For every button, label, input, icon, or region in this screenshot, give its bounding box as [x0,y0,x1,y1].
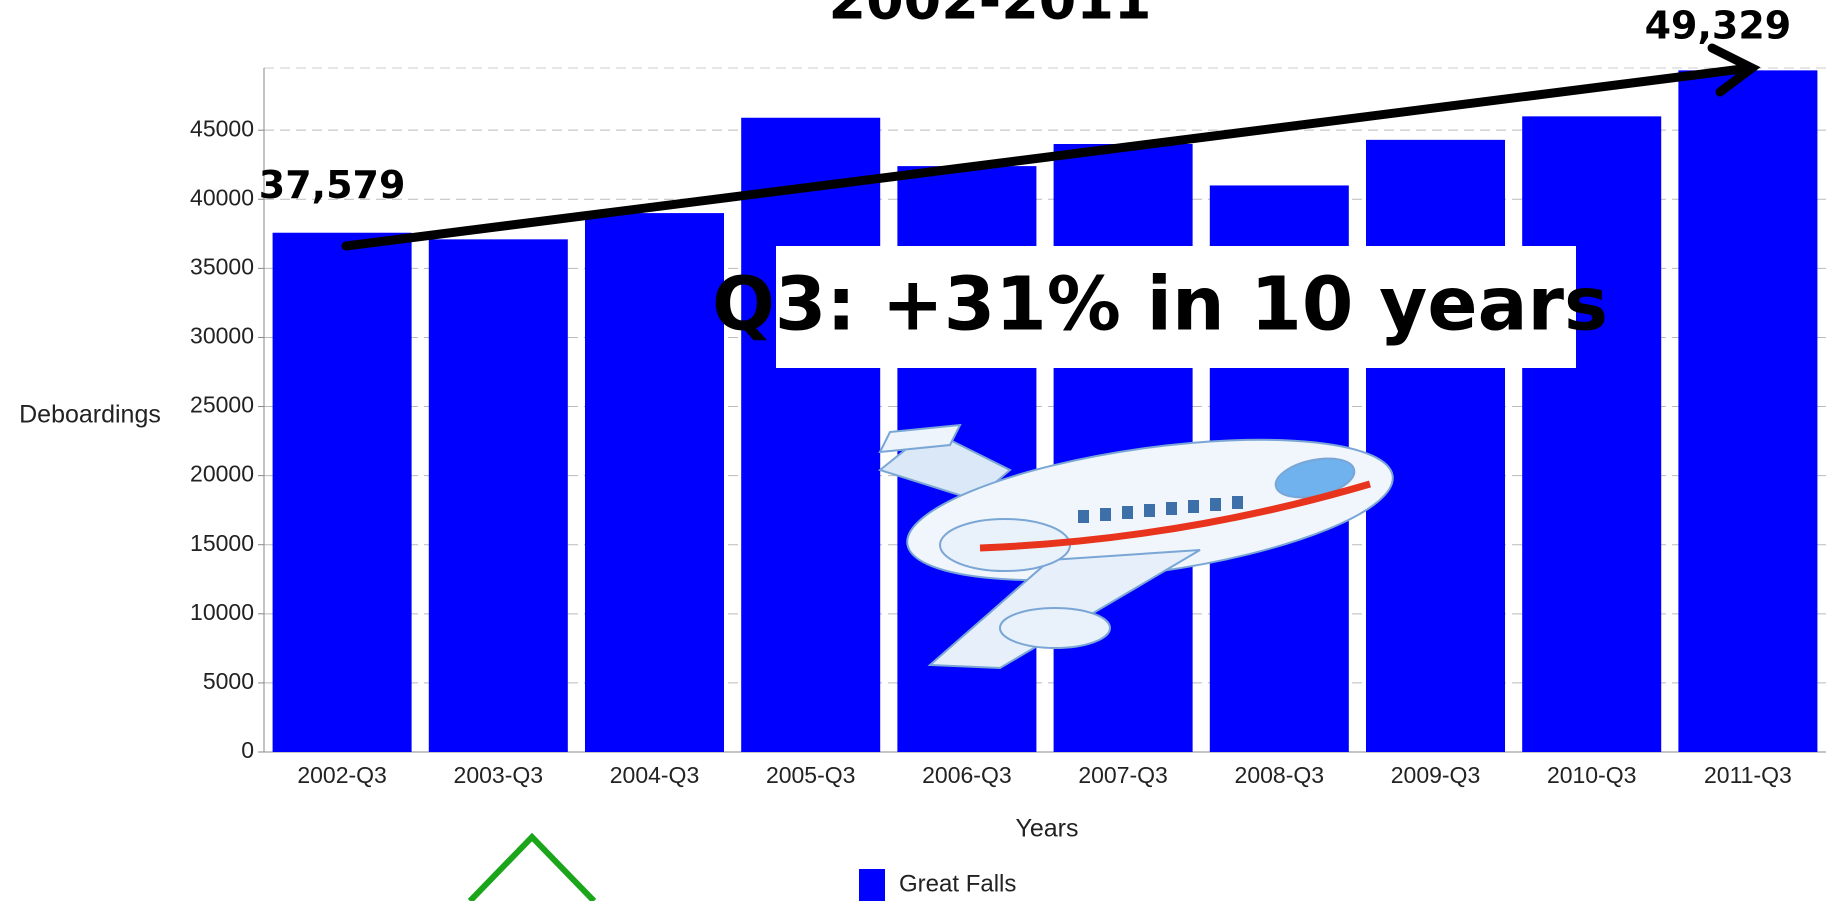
y-tick-label: 20000 [190,461,254,487]
y-tick-label: 10000 [190,599,254,625]
y-tick-label: 15000 [190,530,254,556]
x-tick-label: 2006-Q3 [922,762,1012,788]
x-tick-label: 2003-Q3 [454,762,544,788]
y-tick-label: 45000 [190,115,254,141]
y-tick-label: 5000 [203,668,254,694]
data-label: 49,329 [1645,4,1792,48]
x-tick-label: 2004-Q3 [610,762,700,788]
bar [1678,70,1818,752]
bar [584,213,725,752]
airplane-icon [877,423,1394,670]
triangle-icon [467,832,597,901]
chart-title: 2002-2011 [829,0,1152,32]
legend-swatch [859,869,885,901]
annotation-box [776,246,1576,368]
legend-label: Great Falls [899,870,1016,897]
x-tick-label: 2005-Q3 [766,762,856,788]
x-tick-label: 2002-Q3 [297,762,387,788]
bar [1365,139,1506,752]
x-tick-label: 2010-Q3 [1547,762,1637,788]
x-tick-label: 2007-Q3 [1078,762,1168,788]
y-tick-label: 35000 [190,253,254,279]
trend-arrow [341,43,1761,251]
y-tick-label: 25000 [190,392,254,418]
x-axis-label: Years [1015,815,1078,843]
bar [272,232,412,752]
y-tick-label: 30000 [190,323,254,349]
y-tick-label: 0 [241,737,254,763]
data-label: 37,579 [259,163,406,207]
bar [428,239,568,752]
x-tick-label: 2009-Q3 [1391,762,1481,788]
y-tick-label: 40000 [190,184,254,210]
annotation: Q3: +31% in 10 years [712,262,1608,348]
bar [1522,116,1662,752]
plot: 0 5000 10000 15000 20000 25000 30000 35000 40000… [190,67,1826,788]
y-axis-label: Deboardings [19,401,161,429]
x-tick-label: 2008-Q3 [1235,762,1325,788]
x-tick-label: 2011-Q3 [1704,762,1792,788]
bar [741,117,881,752]
